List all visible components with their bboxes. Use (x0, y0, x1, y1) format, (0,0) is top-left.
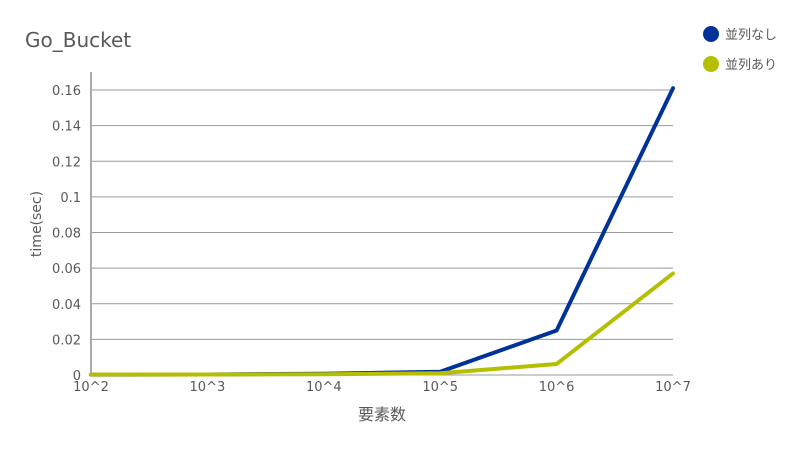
y-tick-label: 0.08 (52, 227, 81, 242)
y-tick-label: 0 (73, 369, 81, 384)
x-tick-label: 10^4 (306, 380, 342, 395)
x-tick-label: 10^2 (73, 380, 109, 395)
y-tick-label: 0.02 (52, 333, 81, 348)
legend-marker (703, 26, 719, 42)
legend-label: 並列あり (725, 58, 777, 73)
y-tick-label: 0.1 (60, 191, 81, 206)
legend-label: 並列なし (725, 28, 777, 43)
series-line-0 (89, 86, 675, 377)
grid (91, 89, 673, 340)
y-tick-label: 0.16 (52, 84, 81, 99)
y-tick-label: 0.12 (52, 155, 81, 170)
series-line-1 (89, 271, 675, 377)
x-tick-label: 10^5 (422, 380, 458, 395)
x-tick-label: 10^7 (655, 380, 691, 395)
legend-marker (703, 56, 719, 72)
y-axis-label: time(sec) (29, 191, 45, 257)
chart-title: Go_Bucket (25, 28, 131, 52)
y-tick-label: 0.06 (52, 262, 81, 277)
x-tick-labels: 10^2 10^3 10^4 10^5 10^6 10^7 (73, 380, 691, 395)
y-tick-labels: 0 0.02 0.04 0.06 0.08 0.1 0.12 0.14 0.16 (52, 84, 81, 384)
x-tick-label: 10^3 (190, 380, 226, 395)
x-axis-label: 要素数 (358, 405, 406, 424)
y-tick-label: 0.04 (52, 298, 81, 313)
y-tick-label: 0.14 (52, 120, 81, 135)
x-tick-label: 10^6 (539, 380, 575, 395)
series-lines (89, 86, 675, 377)
